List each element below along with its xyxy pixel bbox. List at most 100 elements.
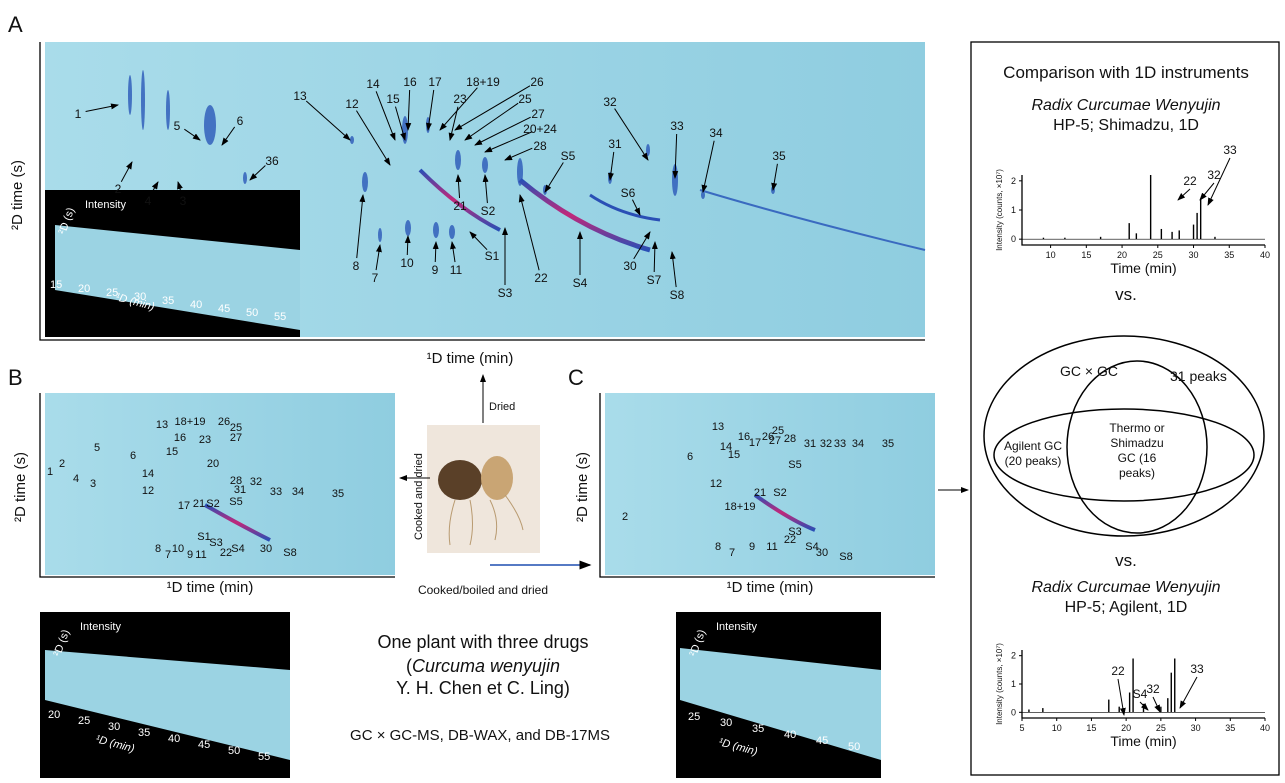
- peak-label: 12: [345, 97, 359, 111]
- peak-label: 23: [199, 434, 211, 446]
- peak-label: 34: [709, 126, 723, 140]
- peak-label: S4: [573, 276, 588, 290]
- peak-label: 14: [142, 468, 154, 480]
- inset-tick: 40: [784, 729, 796, 741]
- peak-label: S2: [481, 204, 496, 218]
- x-tick-label: 10: [1046, 250, 1056, 260]
- peak-label: 4: [145, 194, 152, 208]
- peak-label: 7: [372, 271, 379, 285]
- spot: [243, 172, 247, 184]
- inset-tick: 50: [848, 741, 860, 753]
- peak-label: 30: [816, 547, 828, 559]
- peak-label: 10: [400, 256, 414, 270]
- peak-label: 17: [428, 75, 442, 89]
- peak-label: 18+19: [466, 75, 500, 89]
- panel-title: Comparison with 1D instruments: [1003, 63, 1249, 82]
- peak-label: 18+19: [175, 416, 206, 428]
- peak-label: 13: [712, 421, 724, 433]
- spot: [449, 225, 455, 239]
- peak-label: 20: [207, 458, 219, 470]
- inset-tick: 50: [246, 307, 258, 319]
- peak-label: 12: [142, 485, 154, 497]
- peak-label: 13: [293, 89, 307, 103]
- annotation: 33: [1223, 143, 1237, 157]
- annotation: 22: [1183, 174, 1197, 188]
- peak-label: 27: [531, 107, 545, 121]
- peak-label: S8: [283, 547, 296, 559]
- x-axis-label: ¹D time (min): [167, 579, 254, 596]
- inset-tick: 20: [48, 709, 60, 721]
- y-axis-label: ²D time (s): [9, 160, 26, 230]
- inset-label: Intensity: [716, 621, 757, 633]
- inset-tick: 45: [198, 739, 210, 751]
- peak-label: 2: [59, 458, 65, 470]
- y-axis-label: Intensity (counts, ×10⁷): [995, 643, 1004, 725]
- venn-label: Agilent GC(20 peaks): [1004, 439, 1062, 468]
- spot: [362, 172, 368, 192]
- arrow: [1180, 677, 1197, 708]
- x-tick-label: 40: [1260, 250, 1270, 260]
- panel-letter: A: [8, 12, 23, 37]
- x-axis-label: Time (min): [1110, 260, 1176, 276]
- peak-label: 32: [603, 95, 617, 109]
- peak-label: S5: [561, 149, 576, 163]
- peak-label: S4: [231, 543, 244, 555]
- peak-label: 32: [820, 438, 832, 450]
- y-tick-label: 2: [1011, 176, 1016, 186]
- inset-tick: 30: [720, 717, 732, 729]
- peak-label: 14: [366, 77, 380, 91]
- peak-label: S1: [485, 249, 500, 263]
- peak-label: 35: [772, 149, 786, 163]
- venn-label: GC × GC: [1060, 363, 1118, 379]
- peak-label: 33: [270, 486, 282, 498]
- y-tick-label: 0: [1011, 707, 1016, 717]
- peak-label: 9: [187, 549, 193, 561]
- peak-label: 8: [715, 541, 721, 553]
- inset-tick: 50: [228, 745, 240, 757]
- chart-title: Radix Curcumae Wenyujin: [1031, 579, 1220, 596]
- spot: [482, 157, 488, 173]
- x-tick-label: 40: [1260, 723, 1270, 733]
- peak-label: 30: [623, 259, 637, 273]
- spot: [646, 144, 650, 156]
- peak-label: 31: [234, 484, 246, 496]
- separator: vs.: [1115, 551, 1137, 570]
- separator: vs.: [1115, 285, 1137, 304]
- peak-label: 4: [73, 473, 79, 485]
- peak-label: 32: [250, 476, 262, 488]
- peak-label: 16: [174, 432, 186, 444]
- peak-label: 33: [670, 119, 684, 133]
- inset-tick: 30: [108, 721, 120, 733]
- peak-label: 17: [749, 437, 761, 449]
- peak-label: 21: [453, 199, 467, 213]
- peak-label: 23: [453, 92, 467, 106]
- x-tick-label: 15: [1086, 723, 1096, 733]
- inset-tick: 20: [78, 283, 90, 295]
- venn-label: Thermo orShimadzuGC (16peaks): [1109, 421, 1164, 480]
- peak-label: 6: [130, 450, 136, 462]
- inset-tick: 35: [162, 295, 174, 307]
- peak-label: 3: [180, 194, 187, 208]
- chart-title: Radix Curcumae Wenyujin: [1031, 97, 1220, 114]
- peak-label: S2: [773, 487, 786, 499]
- inset-tick: 25: [78, 715, 90, 727]
- x-tick-label: 25: [1153, 250, 1163, 260]
- peak-label: 15: [166, 446, 178, 458]
- y-tick-label: 2: [1011, 651, 1016, 661]
- peak-label: 10: [172, 543, 184, 555]
- peak-label: 21: [754, 487, 766, 499]
- peak-label: 9: [749, 541, 755, 553]
- peak-label: 12: [710, 478, 722, 490]
- peak-label: 15: [386, 92, 400, 106]
- x-tick-label: 5: [1019, 723, 1024, 733]
- tuber: [438, 460, 482, 500]
- peak-label: 16: [403, 75, 417, 89]
- annotation: 32: [1146, 682, 1160, 696]
- peak-label: S6: [621, 186, 636, 200]
- y-axis-label: ²D time (s): [12, 452, 29, 522]
- x-tick-label: 30: [1189, 250, 1199, 260]
- peak-label: S8: [839, 551, 852, 563]
- tuber: [481, 456, 513, 500]
- spot: [378, 228, 382, 242]
- page: ABC²D time (s)²D time (s)²D time (s)¹D t…: [0, 0, 1285, 783]
